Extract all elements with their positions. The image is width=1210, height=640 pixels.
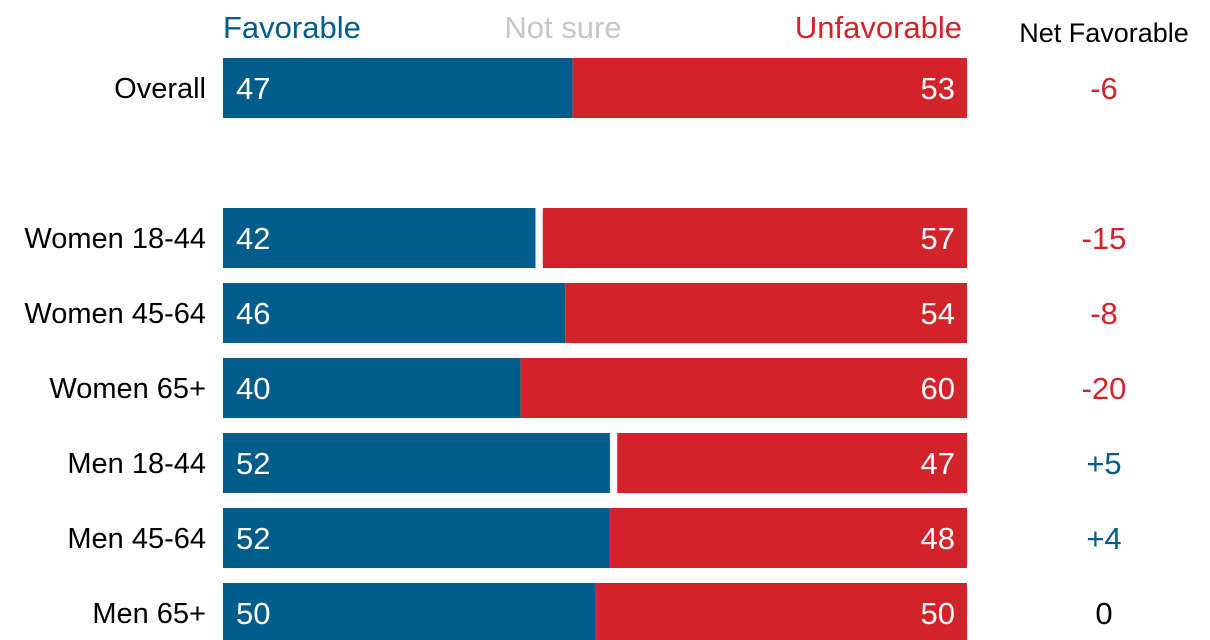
row-women-18-44: Women 18-44 42 57 -15 — [24, 208, 1126, 268]
favorable-bar — [223, 508, 610, 568]
row-label: Women 45-64 — [24, 298, 206, 330]
unfavorable-value: 54 — [921, 296, 955, 331]
unfavorable-value: 57 — [921, 221, 955, 256]
favorable-value: 46 — [236, 296, 270, 331]
chart-rows: Overall 47 53 -6 Women 18-44 42 57 -15 Women 45-… — [24, 58, 1126, 640]
net-favorable-value: -8 — [1090, 296, 1118, 331]
row-label: Men 45-64 — [67, 523, 206, 555]
favorable-value: 50 — [236, 596, 270, 631]
unfavorable-bar — [565, 283, 967, 343]
unfavorable-value: 50 — [921, 596, 955, 631]
unfavorable-value: 60 — [921, 371, 955, 406]
row-men-65-plus: Men 65+ 50 50 0 — [92, 583, 1113, 640]
unfavorable-bar — [595, 583, 967, 640]
unfavorable-value: 48 — [921, 521, 955, 556]
net-favorable-value: -15 — [1082, 221, 1127, 256]
favorable-bar — [223, 433, 610, 493]
net-favorable-value: +5 — [1086, 446, 1121, 481]
net-favorable-value: 0 — [1095, 596, 1112, 631]
unfavorable-value: 47 — [921, 446, 955, 481]
net-favorable-value: -20 — [1082, 371, 1127, 406]
row-women-45-64: Women 45-64 46 54 -8 — [24, 283, 1118, 343]
net-favorable-header: Net Favorable — [1019, 18, 1189, 48]
favorable-value: 42 — [236, 221, 270, 256]
favorable-value: 47 — [236, 71, 270, 106]
unfavorable-bar — [572, 58, 967, 118]
net-favorable-value: +4 — [1086, 521, 1121, 556]
favorable-bar — [223, 583, 595, 640]
row-label: Men 65+ — [92, 598, 206, 630]
unfavorable-bar — [617, 433, 967, 493]
favorable-value: 40 — [236, 371, 270, 406]
favorable-value: 52 — [236, 521, 270, 556]
column-headers: Favorable Not sure Unfavorable Net Favor… — [223, 10, 1189, 48]
net-favorable-value: -6 — [1090, 71, 1118, 106]
unfavorable-bar — [542, 208, 967, 268]
favorable-bar — [223, 358, 521, 418]
row-label: Overall — [114, 73, 206, 105]
row-label: Men 18-44 — [67, 448, 206, 480]
unfavorable-bar — [520, 358, 967, 418]
row-men-18-44: Men 18-44 52 47 +5 — [67, 433, 1122, 493]
favorable-bar — [223, 208, 536, 268]
favorable-value: 52 — [236, 446, 270, 481]
row-overall: Overall 47 53 -6 — [114, 58, 1118, 118]
favorable-bar — [223, 283, 566, 343]
unfavorable-header: Unfavorable — [795, 10, 962, 45]
row-men-45-64: Men 45-64 52 48 +4 — [67, 508, 1122, 568]
unfavorable-value: 53 — [921, 71, 955, 106]
unfavorable-bar — [609, 508, 967, 568]
row-label: Women 65+ — [49, 373, 206, 405]
favorable-header: Favorable — [223, 10, 361, 45]
favorable-bar — [223, 58, 573, 118]
not-sure-header: Not sure — [504, 10, 621, 45]
row-women-65-plus: Women 65+ 40 60 -20 — [49, 358, 1126, 418]
row-label: Women 18-44 — [24, 223, 206, 255]
